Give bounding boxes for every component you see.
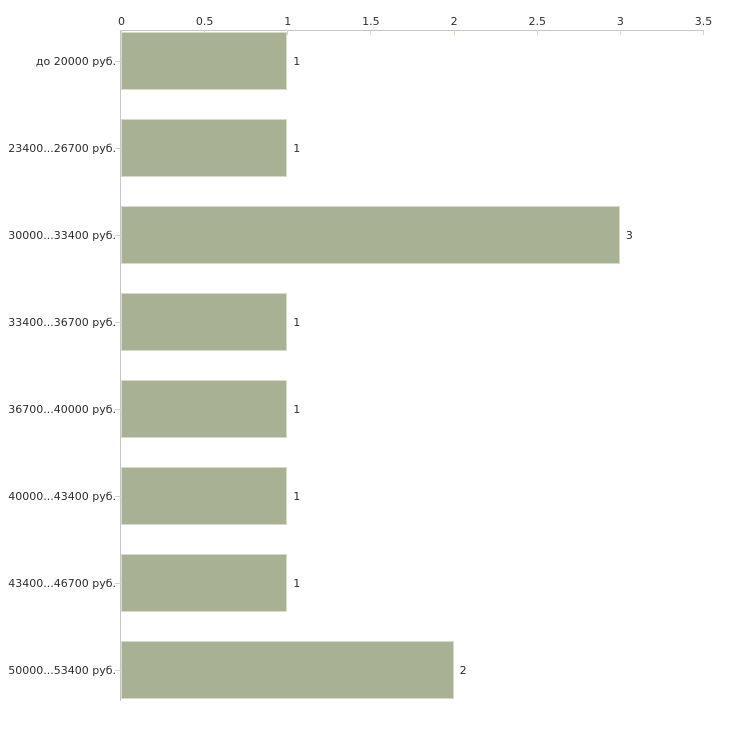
bar [121, 467, 288, 525]
bar-value-label: 3 [625, 228, 633, 242]
x-tick-label: 3 [616, 15, 624, 28]
bar-row: 33400...36700 руб. 1 [8, 292, 703, 379]
bar-track: 1 [121, 293, 703, 351]
bar [121, 206, 620, 264]
bar [121, 641, 454, 699]
category-tick [115, 496, 121, 497]
bar-track: 1 [121, 119, 703, 177]
bar-track: 1 [121, 380, 703, 438]
bar [121, 554, 288, 612]
bar-row: 40000...43400 руб. 1 [8, 466, 703, 553]
bar-row: 43400...46700 руб. 1 [8, 553, 703, 640]
x-tick: 2.5 [528, 15, 546, 35]
category-tick [115, 583, 121, 584]
category-tick [115, 670, 121, 671]
x-tick: 3.5 [695, 15, 712, 35]
bar-row: 30000...33400 руб. 3 [8, 205, 703, 292]
bar-row: 23400...26700 руб. 1 [8, 118, 703, 205]
category-tick [115, 148, 121, 149]
category-label: 43400...46700 руб. [8, 576, 116, 590]
bar-value-label: 2 [459, 663, 467, 677]
category-label: 33400...36700 руб. [8, 315, 116, 329]
bar-track: 3 [121, 206, 703, 264]
x-tick-label: 3.5 [694, 15, 713, 28]
category-label: 23400...26700 руб. [8, 141, 116, 155]
bar-track: 1 [121, 554, 703, 612]
bar-track: 1 [121, 467, 703, 525]
x-tick-label: 2.5 [528, 15, 546, 28]
plot-area: 0 0.5 1 1.5 2 2.5 3 3.5 до 20000 руб. 1 … [8, 15, 712, 701]
x-tick-label: 0.5 [195, 15, 214, 28]
category-tick [115, 322, 121, 323]
bar-track: 1 [121, 32, 703, 90]
bar-track: 2 [121, 641, 703, 699]
category-label: 36700...40000 руб. [8, 402, 116, 416]
bar-value-label: 1 [293, 576, 301, 590]
bar-value-label: 1 [293, 54, 301, 68]
bar-value-label: 1 [293, 489, 301, 503]
bar [121, 293, 288, 351]
category-tick [115, 409, 121, 410]
x-tick-label: 1.5 [362, 15, 380, 28]
category-label: 40000...43400 руб. [8, 489, 116, 503]
category-label: 50000...53400 руб. [8, 663, 116, 677]
x-tick: 1.5 [362, 15, 380, 35]
x-tick: 2 [451, 15, 458, 35]
x-tick-label: 1 [284, 15, 292, 28]
category-label: 30000...33400 руб. [8, 228, 116, 242]
bar-row: до 20000 руб. 1 [36, 31, 703, 118]
bar [121, 32, 288, 90]
bar-value-label: 1 [293, 402, 301, 416]
bar-row: 36700...40000 руб. 1 [8, 379, 703, 466]
bar [121, 119, 288, 177]
x-tick: 3 [617, 15, 624, 35]
bar [121, 380, 288, 438]
category-tick [115, 61, 121, 62]
bar-value-label: 1 [293, 315, 301, 329]
bar-row: 50000...53400 руб. 2 [8, 640, 703, 727]
category-tick [115, 235, 121, 236]
x-tick-label: 0 [118, 15, 125, 28]
bar-rows: до 20000 руб. 1 23400...26700 руб. 1 300… [8, 31, 703, 727]
x-tick-label: 2 [450, 15, 458, 28]
category-label: до 20000 руб. [35, 54, 116, 68]
x-tick: 1 [284, 15, 291, 35]
bar-value-label: 1 [293, 141, 301, 155]
